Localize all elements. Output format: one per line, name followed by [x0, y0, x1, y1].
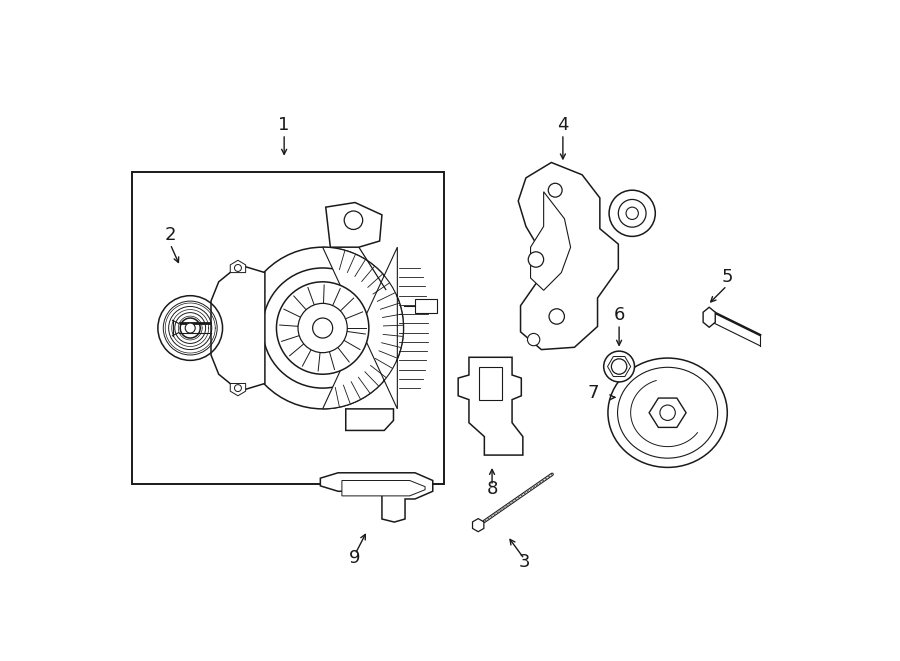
- Polygon shape: [530, 192, 571, 290]
- Polygon shape: [230, 260, 246, 272]
- Circle shape: [528, 252, 544, 267]
- Text: 7: 7: [588, 385, 599, 403]
- Polygon shape: [518, 163, 618, 350]
- Circle shape: [276, 282, 369, 374]
- Circle shape: [626, 207, 638, 219]
- Text: 6: 6: [614, 306, 625, 324]
- Text: 8: 8: [486, 480, 498, 498]
- Polygon shape: [346, 409, 393, 430]
- Circle shape: [611, 359, 626, 374]
- Text: 9: 9: [349, 549, 361, 566]
- Circle shape: [298, 303, 347, 353]
- Circle shape: [609, 190, 655, 237]
- Bar: [415, 299, 436, 313]
- Polygon shape: [342, 481, 425, 496]
- Circle shape: [604, 351, 634, 382]
- Circle shape: [235, 264, 241, 272]
- Polygon shape: [211, 265, 265, 391]
- Text: 2: 2: [165, 226, 176, 244]
- Circle shape: [660, 405, 675, 420]
- Polygon shape: [326, 202, 382, 247]
- Circle shape: [185, 323, 195, 333]
- Bar: [131, 173, 444, 485]
- Polygon shape: [320, 473, 433, 522]
- Text: 4: 4: [557, 116, 569, 134]
- Ellipse shape: [617, 368, 717, 458]
- Circle shape: [263, 268, 382, 388]
- Circle shape: [549, 309, 564, 324]
- Circle shape: [548, 183, 562, 197]
- Polygon shape: [458, 358, 523, 455]
- Polygon shape: [230, 383, 246, 396]
- Circle shape: [527, 333, 540, 346]
- Circle shape: [618, 200, 646, 227]
- Text: 1: 1: [278, 116, 290, 134]
- Polygon shape: [472, 519, 484, 531]
- Circle shape: [344, 211, 363, 229]
- Circle shape: [235, 385, 241, 391]
- Polygon shape: [703, 307, 716, 327]
- Circle shape: [312, 318, 333, 338]
- Polygon shape: [649, 398, 686, 428]
- Text: 5: 5: [721, 268, 733, 286]
- Ellipse shape: [608, 358, 727, 467]
- Polygon shape: [479, 368, 502, 400]
- Circle shape: [242, 247, 403, 409]
- Text: 3: 3: [518, 553, 530, 571]
- Polygon shape: [322, 247, 403, 409]
